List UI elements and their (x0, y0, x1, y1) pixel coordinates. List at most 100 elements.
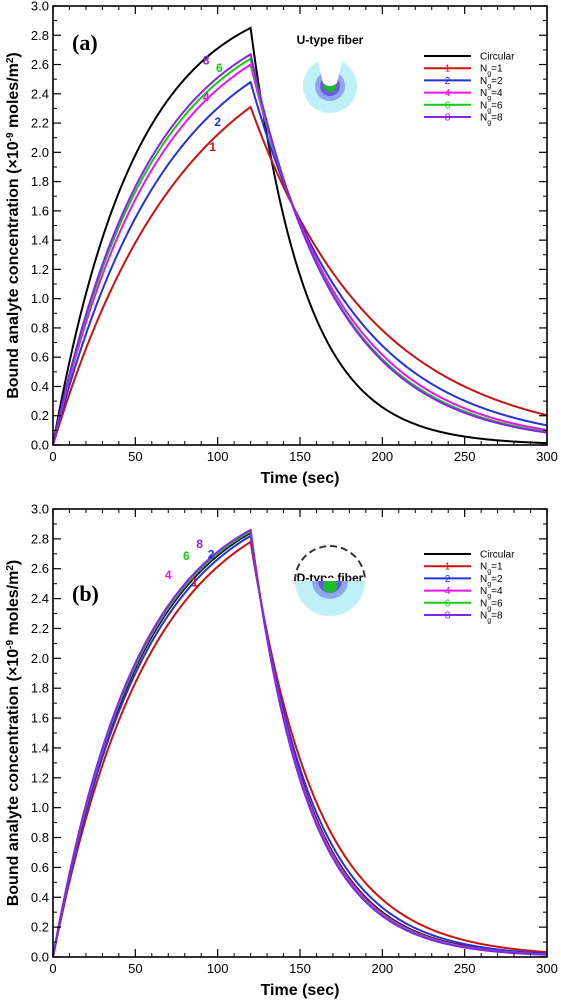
legend-item: 2 Ng=2 (424, 574, 503, 588)
x-tick-label: 150 (289, 449, 311, 464)
y-tick-label: 1.6 (31, 711, 49, 726)
x-tick-label: 50 (128, 961, 142, 976)
y-tick-label: 2.0 (31, 145, 49, 160)
y-tick-label: 2.8 (31, 531, 49, 546)
curve-label: 6 (183, 549, 190, 563)
series-line-ng-4 (52, 62, 548, 446)
panel-label: (a) (72, 30, 98, 55)
y-tick-label: 2.4 (31, 591, 49, 606)
chart-panel-a: 0 50 100 150 200 250 300 0.0 0.2 0.4 0.6 0.8 1.0 1.2 1… (5, 0, 558, 487)
curve-label: 1 (191, 576, 198, 590)
legend-label: Circular (480, 52, 515, 63)
y-tick-label: 1.6 (31, 203, 49, 218)
series-line-ng-8 (52, 52, 548, 446)
series-lines (52, 26, 548, 446)
legend-marker: 8 (445, 611, 451, 622)
legend-item: Circular (424, 52, 515, 63)
curve-label: 4 (203, 90, 210, 104)
y-tick-label: 1.8 (31, 174, 49, 189)
x-tick-label: 0 (49, 449, 56, 464)
x-tick-label: 250 (454, 449, 476, 464)
legend-label: Ng=4 (480, 88, 503, 102)
fiber-cross-section-icon (294, 545, 366, 616)
curve-label: 2 (208, 547, 215, 561)
legend-item: 6 Ng=6 (424, 598, 503, 612)
x-tick-label: 100 (207, 449, 229, 464)
legend-marker: 4 (445, 88, 451, 99)
curve-label: 8 (203, 54, 210, 68)
axis-ticks: 0 50 100 150 200 250 300 0.0 0.2 0.4 0.6 0.8 1.0 1.2 1… (31, 502, 558, 977)
series-line-circular (52, 26, 548, 446)
y-tick-label: 3.0 (31, 502, 49, 517)
legend-marker: 1 (445, 64, 451, 75)
x-tick-label: 200 (371, 961, 393, 976)
legend-marker: 2 (445, 574, 451, 585)
x-tick-label: 0 (49, 961, 56, 976)
series-line-ng-8 (52, 528, 548, 958)
y-tick-label: 1.4 (31, 233, 49, 248)
y-tick-label: 1.2 (31, 770, 49, 785)
curve-label: 8 (196, 537, 203, 551)
legend-item: 4 Ng=4 (424, 88, 503, 102)
y-tick-label: 1.8 (31, 681, 49, 696)
y-tick-label: 0.4 (31, 890, 49, 905)
legend-item: Circular (424, 550, 515, 561)
legend-marker: 6 (445, 598, 451, 609)
y-tick-label: 0.2 (31, 408, 49, 423)
y-axis-title: Bound analyte concentration (×10-9 moles… (5, 560, 23, 907)
x-axis-title: Time (sec) (261, 470, 340, 487)
series-line-ng-2 (52, 534, 548, 958)
y-tick-label: 2.2 (31, 621, 49, 636)
fiber-inset: D-type fiber (294, 545, 366, 616)
x-axis-title: Time (sec) (261, 982, 340, 999)
x-tick-label: 50 (128, 449, 142, 464)
legend: Circular 1 Ng=1 2 Ng=2 4 Ng=4 6 Ng=6 8 Ng=8 (424, 52, 515, 126)
curve-label: 2 (214, 115, 221, 129)
y-axis-title: Bound analyte concentration (×10-9 moles… (5, 52, 23, 399)
curve-label: 6 (216, 61, 223, 75)
legend-item: 6 Ng=6 (424, 100, 503, 114)
inset-title: U-type fiber (297, 33, 364, 47)
x-tick-label: 150 (289, 961, 311, 976)
legend-item: 1 Ng=1 (424, 562, 503, 575)
series-line-ng-1 (52, 540, 548, 958)
legend-marker: 6 (445, 100, 451, 111)
legend-marker: 4 (445, 586, 451, 597)
series-lines (52, 528, 548, 958)
fiber-cross-section-icon (303, 57, 357, 113)
x-tick-label: 200 (371, 449, 393, 464)
y-tick-label: 0.2 (31, 920, 49, 935)
legend-item: 4 Ng=4 (424, 586, 503, 600)
y-tick-label: 1.4 (31, 740, 49, 755)
curve-labels: 1 2 468 (165, 537, 215, 590)
y-tick-label: 2.0 (31, 651, 49, 666)
legend-item: 8 Ng=8 (424, 611, 503, 624)
legend-label: Circular (480, 550, 515, 561)
legend-label: Ng=1 (480, 64, 503, 78)
axis-ticks: 0 50 100 150 200 250 300 0.0 0.2 0.4 0.6 0.8 1.0 1.2 1… (31, 0, 558, 464)
y-tick-label: 1.0 (31, 800, 49, 815)
legend-item: 8 Ng=8 (424, 113, 503, 126)
legend-label: Ng=6 (480, 100, 503, 114)
legend-label: Ng=6 (480, 598, 503, 612)
y-tick-label: 1.0 (31, 291, 49, 306)
y-tick-label: 0.8 (31, 320, 49, 335)
x-tick-label: 300 (536, 961, 558, 976)
fiber-inset: U-type fiber (297, 33, 364, 113)
legend-label: Ng=2 (480, 76, 503, 90)
y-tick-label: 0.4 (31, 379, 49, 394)
curve-label: 4 (165, 568, 172, 582)
x-tick-label: 250 (454, 961, 476, 976)
y-tick-label: 2.4 (31, 86, 49, 101)
y-tick-label: 2.6 (31, 561, 49, 576)
legend-label: Ng=2 (480, 574, 503, 588)
panel-label: (b) (72, 581, 99, 606)
y-tick-label: 1.2 (31, 262, 49, 277)
chart-panel-b: 0 50 100 150 200 250 300 0.0 0.2 0.4 0.6 0.8 1.0 1.2 1… (5, 502, 558, 1000)
y-tick-label: 2.8 (31, 28, 49, 43)
x-tick-label: 300 (536, 449, 558, 464)
legend-marker: 8 (445, 113, 451, 124)
y-tick-label: 3.0 (31, 0, 49, 14)
